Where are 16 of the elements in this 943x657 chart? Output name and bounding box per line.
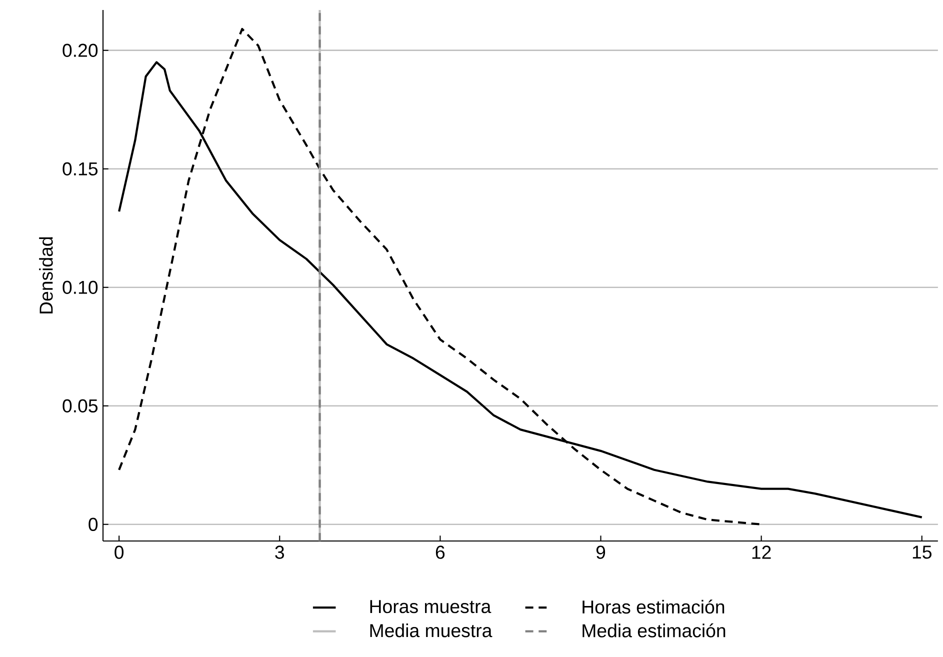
x-tick-label: 3 — [275, 546, 284, 559]
y-axis-title: Densidad — [39, 237, 53, 314]
x-tick-label: 0 — [114, 546, 124, 559]
y-tick-label: 0.05 — [62, 399, 98, 412]
y-tick-label: 0.15 — [62, 162, 98, 176]
y-tick-label: 0.10 — [62, 280, 98, 294]
legend-label: Horas muestra — [370, 600, 492, 614]
legend-label: Media estimación — [582, 623, 726, 638]
y-tick-label: 0 — [88, 518, 98, 532]
x-tick-label: 9 — [596, 546, 606, 559]
legend-label: Horas estimación — [582, 600, 724, 614]
x-tick-label: 12 — [752, 546, 771, 559]
x-tick-label: 15 — [912, 546, 932, 559]
legend-label: Media muestra — [370, 624, 492, 638]
y-tick-label: 0.20 — [62, 44, 98, 57]
x-tick-label: 6 — [436, 546, 445, 559]
